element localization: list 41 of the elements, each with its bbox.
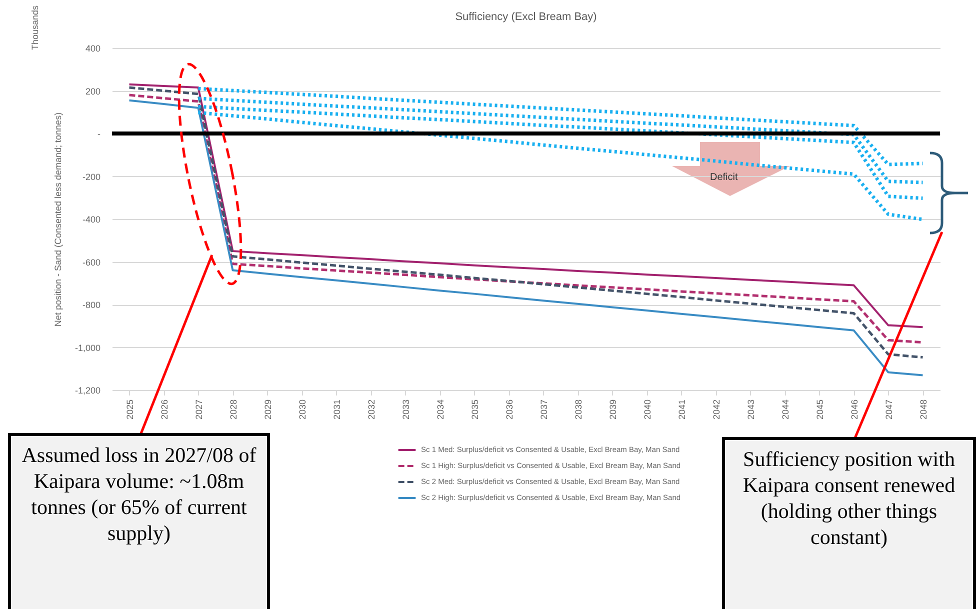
x-tick-label: 2036 bbox=[504, 400, 514, 420]
x-tick-label: 2025 bbox=[124, 400, 135, 420]
chart-title: Sufficiency (Excl Bream Bay) bbox=[455, 11, 597, 23]
x-tick-label: 2048 bbox=[918, 400, 928, 420]
x-tick-label: 2028 bbox=[228, 400, 238, 420]
line-series bbox=[196, 86, 924, 166]
text: Assumed loss in 2027/08 of Kaipara volume: ~1.08m tonnes (or 65% of current supply) bbox=[8, 433, 270, 609]
y-tick-label: -600 bbox=[82, 257, 100, 268]
x-tick-label: 2037 bbox=[538, 400, 549, 420]
x-tick-label: 2034 bbox=[435, 400, 446, 420]
y-axis-title: Net position - Sand (Consented less demand; tonnes) bbox=[52, 112, 63, 327]
x-tick-label: 2027 bbox=[194, 400, 204, 420]
line-series bbox=[196, 110, 924, 222]
x-tick-label: 2045 bbox=[814, 400, 825, 420]
x-tick-label: 2029 bbox=[262, 400, 273, 420]
y-tick-label: -400 bbox=[82, 214, 100, 224]
y-tick-label: -200 bbox=[82, 172, 100, 182]
y-tick-label: -800 bbox=[82, 300, 100, 310]
text: Thousands bbox=[30, 5, 40, 50]
y-tick-label: 400 bbox=[85, 44, 100, 54]
x-tick-label: 2026 bbox=[159, 400, 170, 420]
y-tick-label: 200 bbox=[85, 86, 100, 96]
x-tick-label: 2042 bbox=[711, 400, 722, 420]
x-tick-label: 2033 bbox=[400, 400, 411, 420]
x-tick-label: 2044 bbox=[780, 400, 790, 420]
x-tick-label: 2047 bbox=[884, 400, 894, 420]
x-tick-label: 2046 bbox=[849, 400, 860, 420]
x-tick-label: 2032 bbox=[366, 400, 376, 420]
x-tick-label: 2039 bbox=[608, 400, 618, 420]
x-tick-label: 2031 bbox=[332, 400, 342, 420]
y-tick-label: -1,000 bbox=[74, 342, 100, 353]
annotation: Deficit bbox=[710, 172, 738, 183]
x-tick-label: 2040 bbox=[642, 400, 652, 420]
y-tick-label: -1,200 bbox=[74, 386, 100, 396]
text: Sufficiency position with Kaipara consent renewed (holding other things constant) bbox=[722, 437, 976, 609]
y-tick-label: - bbox=[98, 129, 100, 139]
x-tick-label: 2041 bbox=[676, 400, 687, 420]
x-tick-label: 2038 bbox=[573, 400, 584, 420]
x-tick-label: 2043 bbox=[746, 400, 756, 420]
x-tick-label: 2035 bbox=[470, 400, 480, 420]
x-tick-label: 2030 bbox=[297, 400, 308, 420]
